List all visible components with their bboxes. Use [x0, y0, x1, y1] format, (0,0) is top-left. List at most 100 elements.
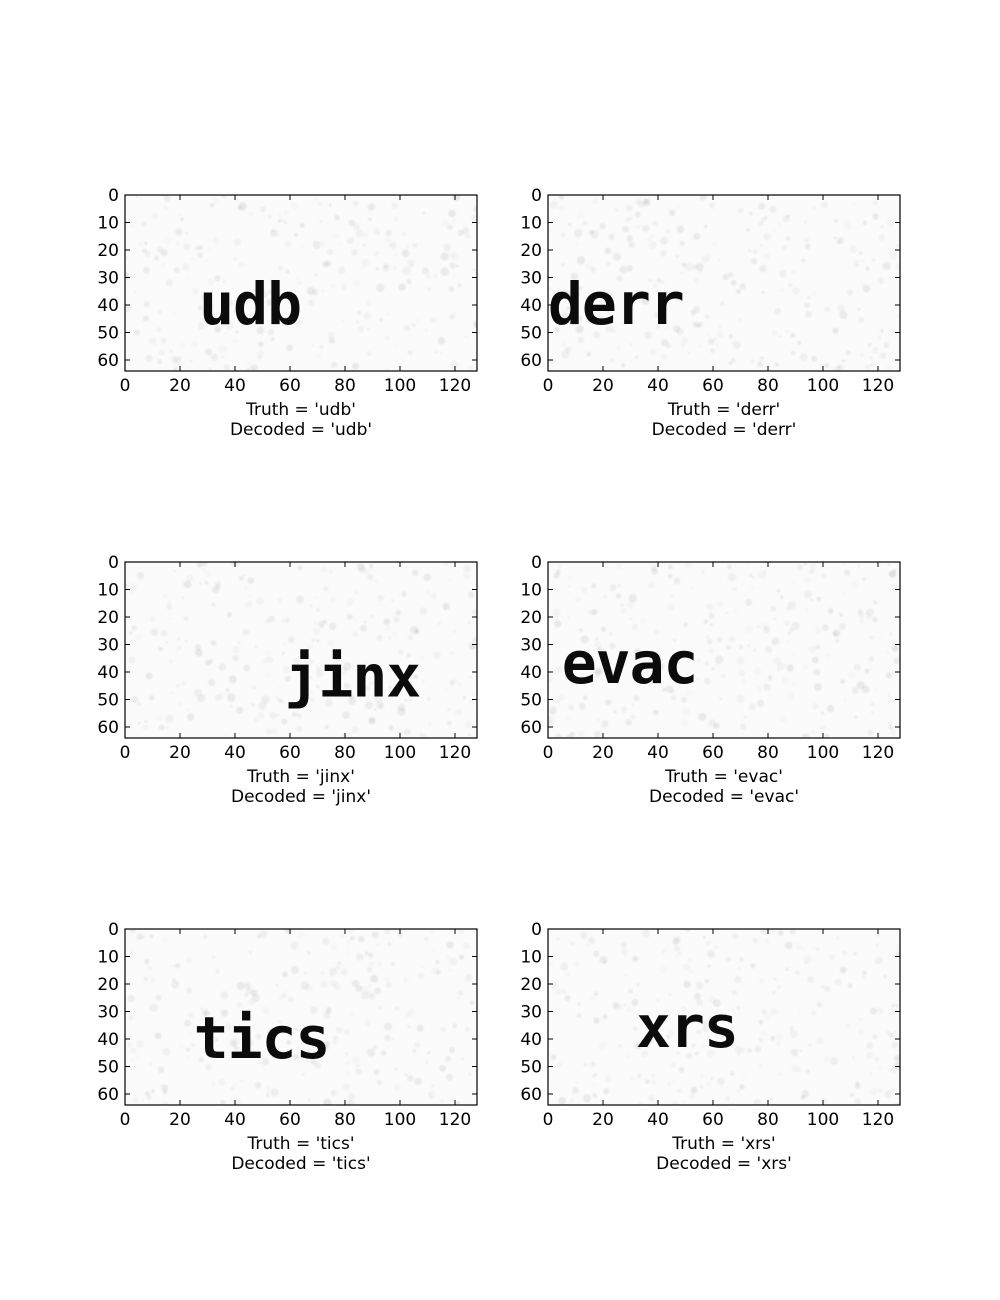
noise-speckle	[165, 714, 174, 724]
axes-frame	[124, 561, 478, 739]
noise-speckle	[440, 1099, 445, 1104]
noise-speckle	[143, 976, 149, 982]
noise-speckle	[623, 1003, 626, 1007]
noise-speckle	[871, 711, 874, 714]
noise-speckle	[621, 321, 625, 325]
noise-speckle	[226, 612, 232, 618]
x-tick-label: 120	[862, 1110, 894, 1130]
noise-speckle	[278, 214, 281, 217]
noise-speckle	[867, 729, 874, 736]
noise-speckle	[677, 1088, 682, 1094]
noise-speckle	[887, 219, 895, 227]
noise-speckle	[252, 1025, 255, 1028]
noise-speckle	[165, 726, 169, 730]
noise-speckle	[708, 951, 716, 959]
noise-speckle	[790, 332, 796, 338]
noise-speckle	[451, 219, 457, 224]
noise-speckle	[233, 238, 241, 247]
x-tick-label: 60	[279, 743, 301, 763]
noise-speckle	[580, 635, 589, 644]
noise-speckle	[837, 364, 844, 371]
noise-speckle	[278, 265, 284, 271]
x-tick-label: 80	[334, 1110, 356, 1130]
xlabel-truth: Truth = 'tics'	[246, 1134, 354, 1154]
noise-speckle	[847, 983, 853, 988]
noise-speckle	[307, 1048, 312, 1053]
noise-speckle	[875, 943, 880, 947]
noise-speckle	[469, 675, 472, 679]
noise-speckle	[593, 1017, 600, 1024]
noise-speckle	[298, 281, 301, 285]
noise-speckle	[592, 331, 601, 339]
noise-speckle	[144, 958, 150, 965]
noise-speckle	[294, 232, 298, 237]
x-tick-label: 20	[169, 743, 191, 763]
x-tick-label: 0	[543, 376, 554, 396]
y-tick-label: 40	[97, 663, 119, 683]
noise-speckle	[673, 945, 681, 952]
noise-speckle	[777, 1071, 783, 1077]
x-tick-label: 40	[224, 1110, 246, 1130]
noise-speckle	[624, 316, 629, 321]
noise-speckle	[582, 220, 588, 226]
noise-speckle	[695, 981, 704, 990]
noise-speckle	[141, 221, 147, 228]
noise-speckle	[682, 708, 690, 716]
noise-speckle	[623, 952, 628, 958]
noise-speckle	[208, 247, 211, 251]
noise-speckle	[575, 242, 579, 245]
noise-speckle	[413, 674, 419, 679]
noise-speckle	[604, 247, 612, 255]
noise-speckle	[886, 365, 892, 371]
noise-speckle	[283, 210, 289, 216]
noise-speckle	[296, 276, 300, 280]
noise-speckle	[569, 1100, 573, 1104]
noise-speckle	[652, 220, 658, 226]
noise-speckle	[362, 233, 368, 239]
noise-speckle	[223, 364, 230, 371]
noise-speckle	[727, 1039, 735, 1048]
noise-speckle	[803, 664, 809, 670]
noise-layer	[548, 195, 900, 371]
noise-speckle	[270, 1051, 279, 1059]
noise-speckle	[719, 697, 722, 700]
axes-frame	[124, 194, 478, 372]
noise-speckle	[859, 1018, 862, 1021]
noise-speckle	[385, 625, 392, 632]
noise-speckle	[715, 655, 724, 664]
noise-speckle	[352, 631, 359, 637]
noise-speckle	[859, 612, 866, 619]
noise-speckle	[814, 683, 822, 691]
noise-speckle	[870, 1007, 878, 1015]
y-tick-label: 50	[520, 324, 542, 344]
noise-speckle	[236, 1002, 242, 1008]
noise-speckle	[316, 684, 320, 689]
image-word: derr	[548, 270, 684, 338]
image-word: xrs	[636, 993, 738, 1061]
noise-speckle	[368, 953, 374, 958]
noise-speckle	[213, 197, 220, 204]
noise-speckle	[709, 202, 716, 209]
noise-speckle	[626, 1007, 632, 1013]
noise-speckle	[440, 252, 449, 261]
noise-speckle	[278, 1020, 281, 1023]
noise-speckle	[634, 211, 641, 218]
noise-speckle	[386, 313, 389, 316]
noise-speckle	[747, 644, 750, 647]
noise-speckle	[550, 1054, 557, 1060]
noise-speckle	[244, 983, 251, 989]
noise-speckle	[587, 610, 591, 614]
noise-speckle	[176, 645, 182, 651]
noise-speckle	[319, 970, 325, 976]
noise-speckle	[238, 262, 244, 268]
noise-speckle	[130, 934, 133, 937]
noise-speckle	[363, 311, 371, 320]
noise-speckle	[426, 697, 431, 702]
noise-speckle	[130, 583, 138, 590]
noise-speckle	[447, 707, 452, 712]
noise-speckle	[858, 251, 863, 256]
noise-speckle	[314, 622, 318, 625]
noise-speckle	[224, 1023, 232, 1031]
noise-speckle	[266, 298, 274, 306]
